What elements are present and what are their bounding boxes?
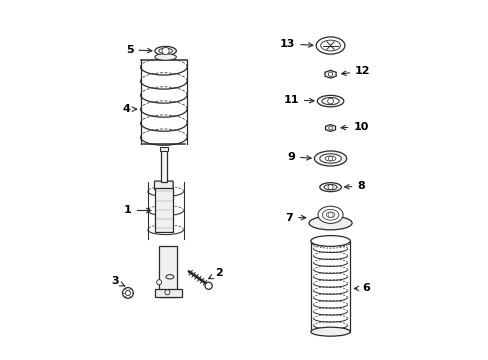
Circle shape xyxy=(164,290,169,295)
Text: 12: 12 xyxy=(341,66,370,76)
Ellipse shape xyxy=(325,156,335,161)
FancyBboxPatch shape xyxy=(154,181,173,190)
Text: 6: 6 xyxy=(354,283,369,293)
Text: 3: 3 xyxy=(111,276,124,287)
Text: 2: 2 xyxy=(208,268,223,279)
Circle shape xyxy=(327,98,333,104)
Text: 9: 9 xyxy=(286,152,310,162)
Text: 7: 7 xyxy=(285,213,305,222)
Circle shape xyxy=(328,156,332,161)
Circle shape xyxy=(327,185,332,190)
Text: 1: 1 xyxy=(124,206,150,216)
Text: 8: 8 xyxy=(344,181,364,191)
Ellipse shape xyxy=(321,98,339,105)
Bar xyxy=(155,289,182,297)
Text: 4: 4 xyxy=(122,104,136,114)
Ellipse shape xyxy=(155,54,176,60)
Text: 13: 13 xyxy=(279,39,312,49)
Polygon shape xyxy=(325,70,335,78)
Ellipse shape xyxy=(310,235,349,246)
Ellipse shape xyxy=(317,95,343,107)
Ellipse shape xyxy=(314,151,346,166)
Ellipse shape xyxy=(165,275,174,279)
Polygon shape xyxy=(325,125,335,131)
Text: 10: 10 xyxy=(340,122,368,131)
Text: 5: 5 xyxy=(126,45,152,55)
Ellipse shape xyxy=(317,206,343,224)
Ellipse shape xyxy=(159,48,172,54)
Ellipse shape xyxy=(322,210,338,220)
Ellipse shape xyxy=(319,183,341,192)
Circle shape xyxy=(125,291,130,296)
Ellipse shape xyxy=(320,40,340,51)
Circle shape xyxy=(328,126,332,130)
Circle shape xyxy=(156,280,162,285)
Ellipse shape xyxy=(319,154,341,163)
Circle shape xyxy=(204,282,212,289)
Ellipse shape xyxy=(155,46,176,55)
Bar xyxy=(160,149,167,182)
Ellipse shape xyxy=(310,327,349,336)
Circle shape xyxy=(162,47,169,54)
Bar xyxy=(159,147,168,151)
Bar xyxy=(155,188,172,232)
Ellipse shape xyxy=(324,184,336,190)
Ellipse shape xyxy=(316,37,344,54)
Text: 11: 11 xyxy=(283,95,313,105)
Circle shape xyxy=(327,212,332,217)
Ellipse shape xyxy=(308,216,351,230)
Circle shape xyxy=(122,288,133,298)
Bar xyxy=(159,246,177,297)
Ellipse shape xyxy=(325,212,334,218)
Circle shape xyxy=(328,72,332,76)
